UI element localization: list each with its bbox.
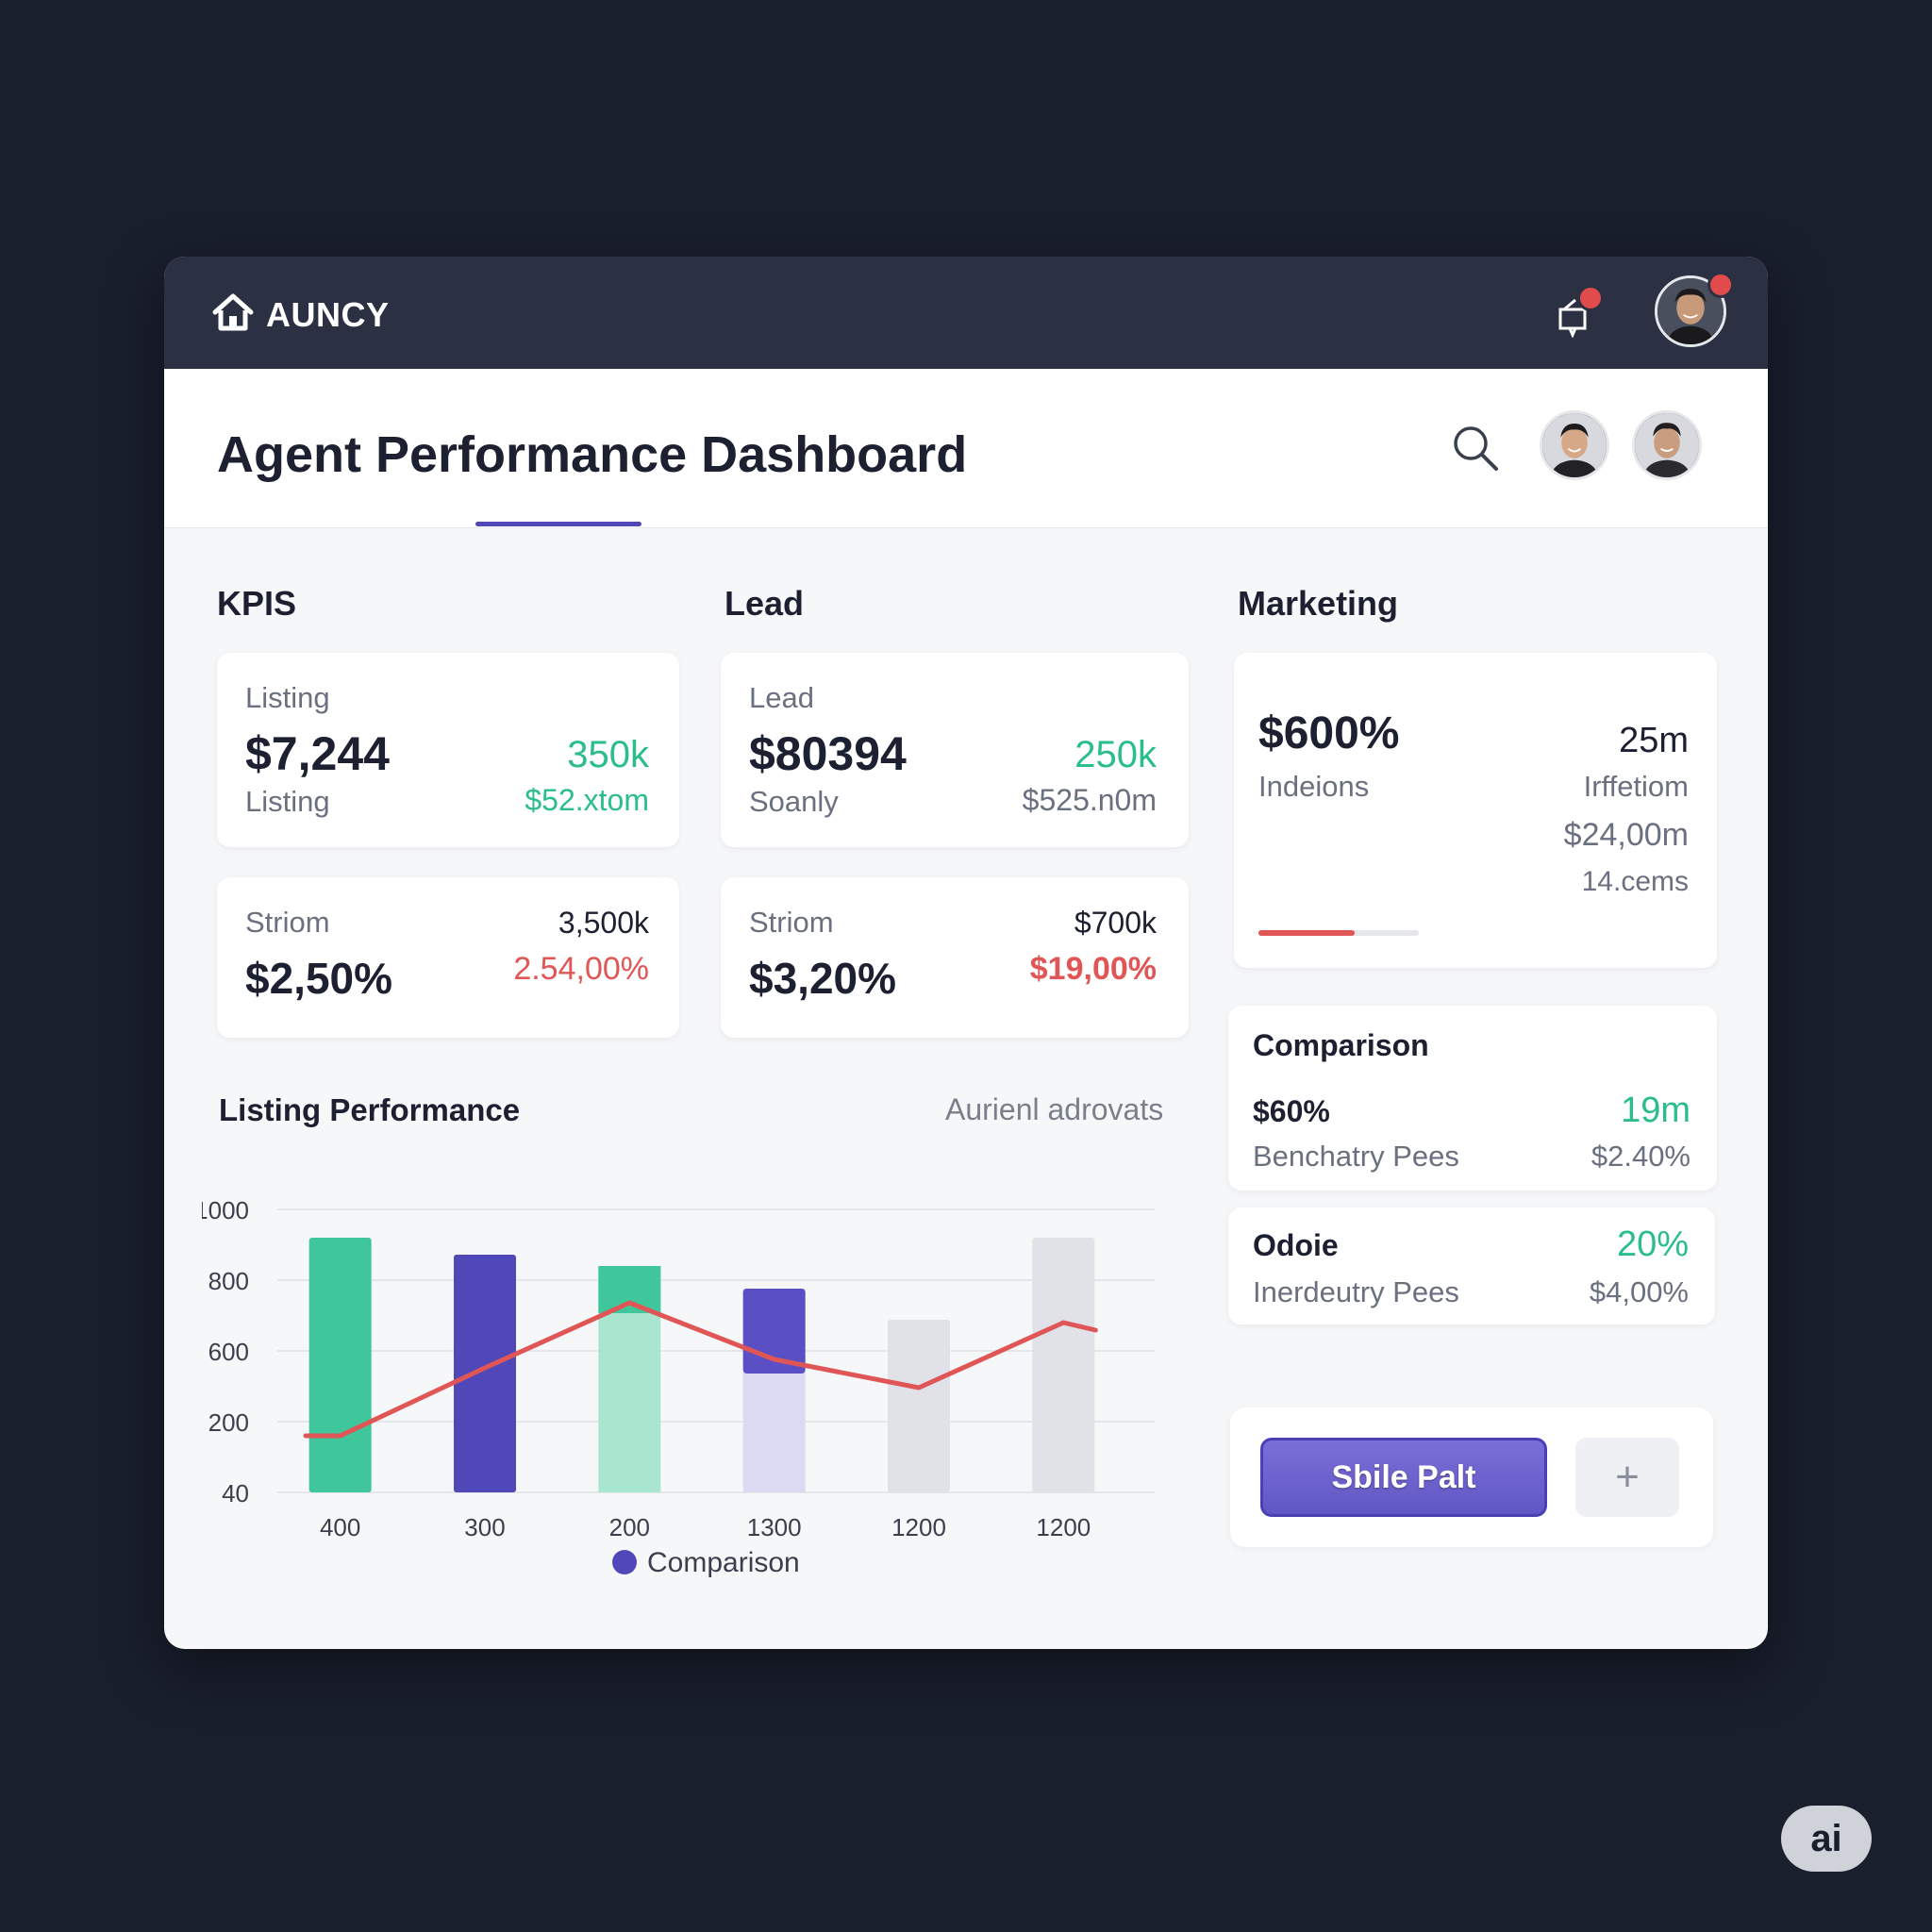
card-right-value: $2.40% xyxy=(1591,1140,1690,1173)
team-member-avatar[interactable] xyxy=(1540,410,1609,480)
card-value: $600% xyxy=(1258,708,1400,758)
section-lead-title: Lead xyxy=(724,584,805,623)
card-right-label: Irffetiom xyxy=(1583,770,1689,803)
bar xyxy=(308,1238,372,1492)
card-label: Listing xyxy=(245,681,330,714)
brand-logo[interactable]: AUNCY xyxy=(211,291,390,339)
section-kpis-title: KPIS xyxy=(217,584,297,623)
card-right-bottom: 14.cems xyxy=(1581,866,1689,897)
card-right-bottom: $19,00% xyxy=(1029,951,1157,987)
team-member-avatar[interactable] xyxy=(1632,410,1702,480)
card-value: $80394 xyxy=(749,727,907,780)
section-marketing-title: Marketing xyxy=(1238,584,1399,623)
card-label: Striom xyxy=(749,906,834,939)
active-tab-indicator xyxy=(475,522,641,526)
marketing-progress-fill xyxy=(1258,930,1355,936)
kpi-listing-card[interactable]: Listing $7,244 Listing 350k $52.xtom xyxy=(217,653,679,847)
y-tick-label: 600 xyxy=(208,1338,249,1366)
card-value: $7,244 xyxy=(245,727,390,780)
ai-watermark-badge: ai xyxy=(1781,1806,1872,1872)
kpi-striom-card[interactable]: Striom $2,50% 3,500k 2.54,00% xyxy=(217,877,679,1038)
home-icon xyxy=(211,291,255,339)
bar xyxy=(1032,1238,1095,1492)
x-tick-label: 300 xyxy=(464,1513,505,1541)
card-right-value: $4,00% xyxy=(1589,1275,1689,1308)
user-avatar[interactable] xyxy=(1655,272,1734,347)
bar-cap xyxy=(598,1266,661,1313)
page-title: Agent Performance Dashboard xyxy=(217,426,968,483)
page-header: Agent Performance Dashboard xyxy=(164,369,1768,528)
card-value: $3,20% xyxy=(749,954,897,1003)
marketing-card[interactable]: $600% Indeions 25m Irffetiom $24,00m 14.… xyxy=(1234,653,1717,968)
card-delta-sub: $52.xtom xyxy=(525,783,649,817)
y-tick-label: 800 xyxy=(208,1267,249,1295)
x-tick-label: 1200 xyxy=(1036,1513,1091,1541)
y-tick-label: 40 xyxy=(222,1479,249,1507)
listing-performance-chart: 1000 800 600 200 40 400 300 200 1300 1200 1200 Comp… xyxy=(202,1196,1155,1578)
odoie-card[interactable]: Odoie Inerdeutry Pees 20% $4,00% xyxy=(1228,1208,1715,1324)
search-icon[interactable] xyxy=(1449,422,1502,475)
notification-bell-icon[interactable] xyxy=(1551,285,1604,339)
x-tick-label: 400 xyxy=(320,1513,360,1541)
card-sublabel: Inerdeutry Pees xyxy=(1253,1275,1459,1308)
comparison-card[interactable]: Comparison $60% Benchatry Pees 19m $2.40… xyxy=(1228,1006,1717,1191)
card-right-bottom: 2.54,00% xyxy=(513,951,649,987)
y-tick-label: 200 xyxy=(208,1408,249,1437)
bar xyxy=(888,1320,950,1492)
card-sublabel: Indeions xyxy=(1258,770,1370,803)
chart-subtitle[interactable]: Aurienl adrovats xyxy=(945,1092,1164,1126)
card-sublabel: Soanly xyxy=(749,785,839,818)
add-button[interactable]: + xyxy=(1575,1438,1679,1517)
card-right-value: $24,00m xyxy=(1563,817,1689,853)
bar xyxy=(454,1255,516,1492)
card-label: Striom xyxy=(245,906,330,939)
primary-action-button[interactable]: Sbile Palt xyxy=(1260,1438,1547,1517)
lead-striom-card[interactable]: Striom $3,20% $700k $19,00% xyxy=(721,877,1189,1038)
brand-name: AUNCY xyxy=(266,294,390,334)
legend-label: Comparison xyxy=(647,1547,800,1578)
y-tick-label: 1000 xyxy=(202,1196,249,1224)
action-panel: Sbile Palt + xyxy=(1230,1407,1713,1547)
dashboard-window: AUNCY Agent Perfo xyxy=(164,257,1768,1649)
card-right-top: 3,500k xyxy=(558,906,649,940)
notification-badge xyxy=(1577,285,1604,311)
x-tick-label: 1300 xyxy=(747,1513,802,1541)
card-delta: 250k xyxy=(1074,734,1157,775)
avatar-badge xyxy=(1707,272,1734,298)
card-label: Lead xyxy=(749,681,814,714)
series-line xyxy=(303,1300,1098,1439)
card-delta: 350k xyxy=(567,734,649,775)
marketing-progress-track xyxy=(1258,930,1419,936)
card-right-top: 25m xyxy=(1619,721,1689,760)
card-sublabel: Listing xyxy=(245,785,330,818)
top-navigation-bar: AUNCY xyxy=(164,257,1768,369)
chart-title: Listing Performance xyxy=(219,1092,521,1127)
card-delta: 19m xyxy=(1621,1091,1690,1130)
card-delta-sub: $525.n0m xyxy=(1022,783,1157,817)
card-sublabel: Benchatry Pees xyxy=(1253,1140,1459,1173)
card-delta: 20% xyxy=(1616,1224,1689,1264)
x-tick-label: 200 xyxy=(609,1513,650,1541)
x-tick-label: 1200 xyxy=(891,1513,946,1541)
card-title: Odoie xyxy=(1253,1228,1339,1262)
card-title: Comparison xyxy=(1253,1028,1429,1062)
lead-card[interactable]: Lead $80394 Soanly 250k $525.n0m xyxy=(721,653,1189,847)
card-right-top: $700k xyxy=(1074,906,1157,940)
legend-swatch xyxy=(612,1550,637,1574)
card-value: $2,50% xyxy=(245,954,393,1003)
card-value: $60% xyxy=(1253,1094,1330,1128)
